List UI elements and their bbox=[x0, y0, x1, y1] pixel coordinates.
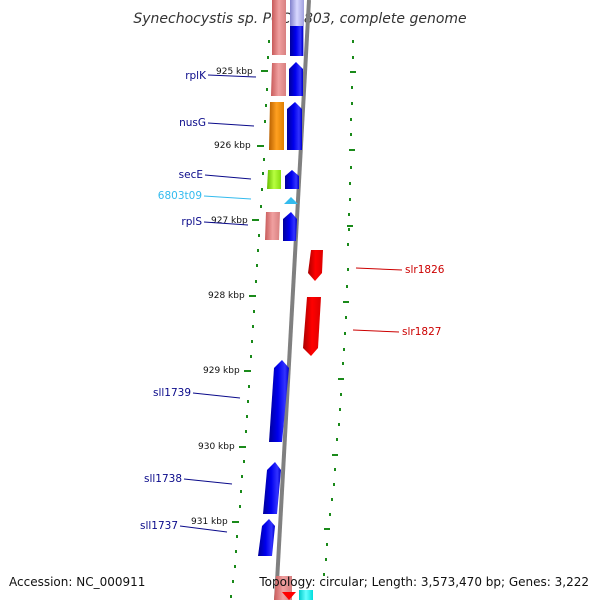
scale-label-929kbp: 929 kbp bbox=[203, 366, 240, 376]
gene-arrow-sece[interactable] bbox=[285, 170, 299, 189]
gene-label-sece[interactable]: secE bbox=[179, 169, 203, 181]
right-label-leaders bbox=[352, 267, 403, 333]
gene-block-rplk-pink[interactable] bbox=[271, 63, 286, 96]
genome-backbone bbox=[274, 0, 311, 600]
scale-label-926kbp: 926 kbp bbox=[214, 141, 251, 151]
gene-label-rpls[interactable]: rplS bbox=[181, 216, 202, 228]
gene-arrow-slr1826[interactable] bbox=[308, 250, 323, 281]
gene-label-sll1738[interactable]: sll1738 bbox=[144, 473, 182, 485]
gene-label-slr1826[interactable]: slr1826 bbox=[405, 264, 445, 276]
gene-arrow-slr1827[interactable] bbox=[303, 297, 321, 356]
scale-label-931kbp: 931 kbp bbox=[191, 517, 228, 527]
scale-label-930kbp: 930 kbp bbox=[198, 442, 235, 452]
gene-arrow-nusg[interactable] bbox=[287, 102, 302, 150]
gene-arrow-rplk[interactable] bbox=[289, 62, 303, 96]
gene-block-rpls-pink[interactable] bbox=[265, 212, 280, 240]
gene-block-sece-green[interactable] bbox=[267, 170, 281, 189]
scale-label-925kbp: 925 kbp bbox=[216, 67, 253, 77]
gene-arrow-sll1737[interactable] bbox=[258, 519, 275, 556]
gene-label-slr1827[interactable]: slr1827 bbox=[402, 326, 441, 338]
accession-text: Accession: NC_000911 bbox=[9, 575, 145, 589]
gene-arrow-sll1738[interactable] bbox=[263, 462, 281, 514]
scale-label-927kbp: 927 kbp bbox=[211, 216, 248, 226]
trna-marker-6803t09[interactable] bbox=[284, 197, 298, 204]
gene-block-top-inner[interactable] bbox=[290, 26, 303, 56]
right-strand-guide bbox=[323, 40, 356, 576]
gene-block-nusg-orange[interactable] bbox=[269, 102, 284, 150]
topology-text: Topology: circular; Length: 3,573,470 bp… bbox=[258, 575, 589, 589]
scale-label-928kbp: 928 kbp bbox=[208, 291, 245, 301]
gene-label-rplk[interactable]: rplK bbox=[185, 70, 207, 82]
gene-label-nusg[interactable]: nusG bbox=[179, 117, 206, 129]
gene-label-sll1739[interactable]: sll1739 bbox=[153, 387, 191, 399]
gene-label-sll1737[interactable]: sll1737 bbox=[140, 520, 178, 532]
gene-label-6803t09[interactable]: 6803t09 bbox=[158, 190, 202, 202]
gene-arrow-sll1739[interactable] bbox=[269, 360, 289, 442]
gene-arrow-rpls[interactable] bbox=[283, 212, 297, 241]
gene-block-top-left[interactable] bbox=[272, 0, 286, 55]
left-strand-guide bbox=[230, 40, 270, 598]
left-label-leaders bbox=[179, 74, 257, 533]
gene-block-bottom-cyan[interactable] bbox=[299, 590, 313, 600]
gene-arrow-bottom-red[interactable] bbox=[282, 592, 296, 600]
